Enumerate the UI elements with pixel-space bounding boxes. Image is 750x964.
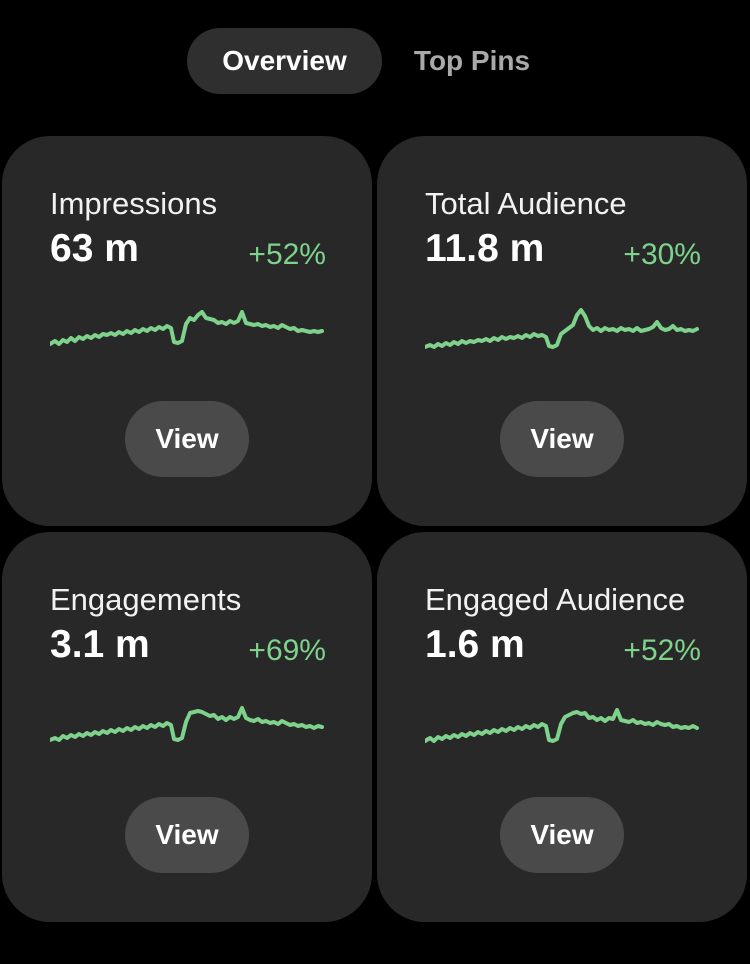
metric-title: Total Audience — [425, 186, 627, 221]
metric-value: 3.1 m — [50, 623, 150, 666]
metric-card-engagements: Engagements 3.1 m +69% View — [2, 532, 372, 922]
metric-change: +52% — [623, 634, 701, 667]
sparkline-chart — [425, 708, 699, 743]
metric-change: +52% — [248, 238, 326, 271]
sparkline-line — [50, 310, 324, 346]
sparkline-line — [425, 308, 699, 349]
sparkline-line — [425, 708, 699, 743]
tab-overview[interactable]: Overview — [187, 28, 382, 94]
metric-title: Engaged Audience — [425, 582, 686, 617]
tab-top-pins[interactable]: Top Pins — [413, 45, 531, 76]
sparkline-chart — [50, 706, 324, 742]
metric-card-total-audience: Total Audience 11.8 m +30% View — [377, 136, 747, 526]
metric-card-impressions: Impressions 63 m +52% View — [2, 136, 372, 526]
metric-value: 63 m — [50, 227, 139, 270]
view-button[interactable]: View — [500, 401, 624, 477]
view-button[interactable]: View — [500, 797, 624, 873]
metric-value: 11.8 m — [425, 227, 545, 270]
metric-card-engaged-audience: Engaged Audience 1.6 m +52% View — [377, 532, 747, 922]
view-button[interactable]: View — [125, 797, 249, 873]
metric-title: Engagements — [50, 582, 242, 617]
tab-bar: Overview Top Pins — [187, 28, 567, 94]
metric-change: +69% — [248, 634, 326, 667]
view-button[interactable]: View — [125, 401, 249, 477]
sparkline-chart — [50, 310, 324, 346]
metric-value: 1.6 m — [425, 623, 525, 666]
metric-title: Impressions — [50, 186, 218, 221]
metric-change: +30% — [623, 238, 701, 271]
sparkline-line — [50, 706, 324, 742]
sparkline-chart — [425, 308, 699, 349]
